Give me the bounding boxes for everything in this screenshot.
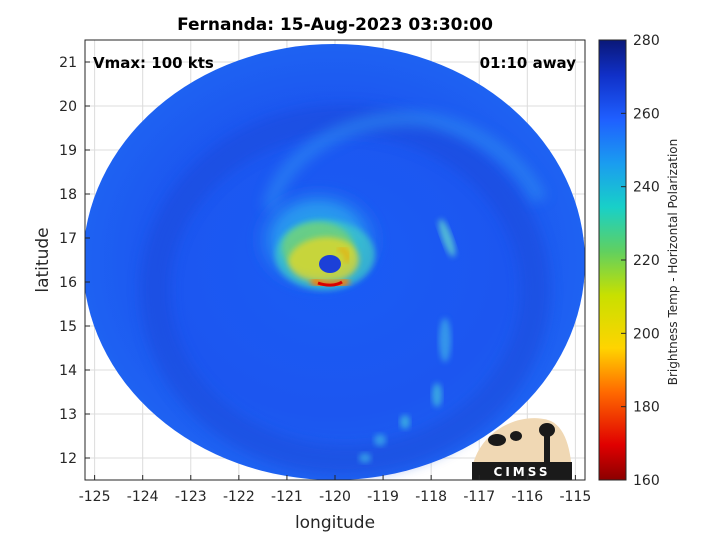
x-tick-label: -123: [175, 489, 207, 505]
colorbar-tick-label: 240: [633, 180, 660, 196]
logo-tower-top: [539, 423, 555, 437]
logo-text: CIMSS: [494, 465, 551, 479]
colorbar-label: Brightness Temp - Horizontal Polarizatio…: [666, 139, 680, 386]
logo-tower: [544, 434, 550, 462]
rainband-southeast: [432, 383, 442, 407]
y-tick-label: 17: [59, 231, 77, 247]
rainband-east-2: [439, 318, 451, 362]
logo-dish-1: [488, 434, 506, 446]
logo-band: [472, 462, 572, 480]
y-tick-label: 15: [59, 319, 77, 335]
rainband-south-3: [359, 453, 371, 463]
cimss-logo: CIMSS: [472, 418, 572, 480]
eyewall-red: [317, 280, 343, 287]
y-axis-label: latitude: [33, 227, 53, 292]
time-away-annotation: 01:10 away: [480, 54, 577, 72]
rainband-east-1: [438, 219, 456, 257]
x-tick-label: -117: [463, 489, 495, 505]
colorbar-tick-label: 260: [633, 106, 660, 122]
spiral-band-north: [262, 110, 548, 212]
y-tick-label: 14: [59, 363, 77, 379]
colorbar-tick-label: 160: [633, 473, 660, 489]
y-axis-ticks: 12 13 14 15 16 17 18 19 20 21: [59, 55, 90, 467]
x-tick-label: -122: [223, 489, 255, 505]
colorbar-tick-label: 280: [633, 33, 660, 49]
y-tick-label: 12: [59, 451, 77, 467]
y-tick-label: 13: [59, 407, 77, 423]
colorbar-ticks: 160 180 200 220 240 260 280: [621, 33, 660, 489]
logo-dish-2: [510, 431, 522, 441]
x-tick-label: -121: [271, 489, 303, 505]
eyewall-orange-ne: [337, 247, 350, 263]
colorbar-tick-label: 180: [633, 400, 660, 416]
x-tick-label: -119: [367, 489, 399, 505]
colorbar-tick-label: 220: [633, 253, 660, 269]
x-tick-label: -120: [319, 489, 351, 505]
vmax-annotation: Vmax: 100 kts: [93, 54, 214, 72]
rainband-south-1: [400, 415, 410, 429]
y-tick-label: 20: [59, 99, 77, 115]
x-axis-ticks: -125 -124 -123 -122 -121 -120 -119 -118 -117 -116…: [79, 475, 591, 505]
chart-title: Fernanda: 15-Aug-2023 03:30:00: [177, 15, 493, 35]
y-tick-label: 19: [59, 143, 77, 159]
x-tick-label: -125: [79, 489, 111, 505]
swath-image: [85, 44, 585, 480]
x-tick-label: -115: [559, 489, 591, 505]
y-tick-label: 18: [59, 187, 77, 203]
rainband-south-2: [374, 434, 386, 446]
dark-band-ring: [140, 105, 550, 475]
y-tick-label: 16: [59, 275, 77, 291]
colorbar-tick-label: 200: [633, 326, 660, 342]
x-tick-label: -116: [511, 489, 543, 505]
y-tick-label: 21: [59, 55, 77, 71]
x-tick-label: -124: [127, 489, 159, 505]
eye: [319, 255, 341, 273]
x-tick-label: -118: [415, 489, 447, 505]
x-axis-label: longitude: [295, 513, 375, 533]
